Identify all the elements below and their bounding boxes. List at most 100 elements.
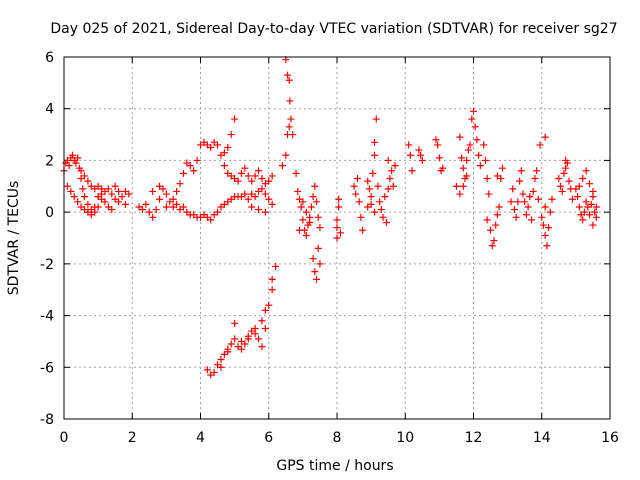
data-point	[265, 195, 273, 203]
data-point	[492, 221, 500, 229]
data-point	[456, 190, 464, 198]
data-point	[149, 213, 157, 221]
data-series	[60, 56, 600, 379]
data-point	[258, 175, 266, 183]
data-point	[265, 177, 273, 185]
data-point	[311, 268, 319, 276]
data-point	[241, 164, 249, 172]
data-point	[152, 206, 160, 214]
data-point	[278, 162, 286, 170]
data-point	[306, 218, 314, 226]
data-point	[480, 141, 488, 149]
data-point	[418, 156, 426, 164]
data-point	[309, 193, 317, 201]
data-point	[173, 200, 181, 208]
data-point	[371, 208, 379, 216]
data-point	[67, 187, 75, 195]
data-point	[227, 340, 235, 348]
data-point	[214, 208, 222, 216]
data-point	[295, 226, 303, 234]
data-point	[541, 133, 549, 141]
data-point	[231, 115, 239, 123]
data-point	[261, 325, 269, 332]
y-tick-label: 0	[45, 205, 54, 221]
data-point	[217, 356, 225, 364]
data-point	[138, 206, 146, 214]
data-point	[586, 211, 594, 219]
data-point	[268, 172, 276, 180]
data-point	[231, 319, 239, 327]
data-point	[516, 177, 524, 185]
data-point	[538, 213, 546, 221]
data-point	[179, 203, 187, 211]
data-point	[268, 275, 276, 283]
data-point	[490, 237, 498, 245]
data-point	[562, 164, 570, 172]
data-point	[384, 156, 392, 164]
data-point	[292, 169, 300, 177]
data-point	[367, 200, 375, 208]
grid-lines	[64, 57, 610, 419]
data-point	[386, 175, 394, 183]
data-point	[382, 218, 390, 226]
data-point	[251, 325, 259, 332]
data-point	[509, 185, 517, 193]
data-point	[258, 317, 266, 325]
data-point	[79, 185, 87, 193]
data-point	[176, 180, 184, 188]
data-point	[364, 177, 372, 185]
data-point	[207, 216, 215, 224]
data-point	[389, 182, 397, 190]
data-point	[80, 172, 88, 180]
data-point	[111, 182, 119, 190]
x-tick-label: 8	[333, 430, 342, 446]
data-point	[483, 216, 491, 224]
x-tick-label: 2	[128, 430, 137, 446]
data-point	[580, 208, 588, 216]
data-point	[268, 200, 276, 208]
data-point	[77, 167, 85, 175]
axis-ticks: 0 2 4 6 8 10 12 14 16 -8 -6 -4 -2 0 2 4 6	[40, 50, 619, 446]
data-point	[156, 182, 164, 190]
data-point	[268, 286, 276, 294]
data-point	[237, 345, 245, 353]
data-point	[224, 345, 232, 353]
data-point	[372, 115, 380, 123]
data-point	[74, 198, 82, 206]
data-point	[466, 141, 474, 149]
data-point	[261, 190, 269, 198]
data-point	[258, 343, 266, 351]
data-point	[118, 193, 126, 201]
x-tick-label: 0	[60, 430, 69, 446]
data-point	[258, 185, 266, 193]
data-point	[524, 203, 532, 211]
data-point	[302, 208, 310, 216]
data-point	[244, 195, 252, 203]
data-point	[333, 216, 341, 224]
data-point	[316, 224, 324, 232]
data-point	[367, 193, 375, 201]
data-point	[487, 226, 495, 234]
data-point	[261, 208, 269, 216]
data-point	[548, 195, 556, 203]
data-point	[456, 133, 464, 141]
data-point	[299, 198, 307, 206]
data-point	[241, 190, 249, 198]
data-point	[261, 306, 269, 314]
data-point	[485, 190, 493, 198]
data-point	[560, 169, 568, 177]
data-point	[493, 211, 501, 219]
data-point	[190, 167, 198, 175]
data-point	[476, 162, 484, 170]
data-point	[84, 177, 92, 185]
data-point	[294, 187, 302, 195]
data-point	[463, 156, 471, 164]
plot-frame	[63, 56, 611, 420]
data-point	[350, 182, 358, 190]
data-point	[251, 172, 259, 180]
data-point	[210, 368, 218, 376]
data-point	[574, 193, 582, 201]
data-point	[359, 226, 367, 234]
data-point	[526, 193, 534, 201]
data-point	[452, 182, 460, 190]
